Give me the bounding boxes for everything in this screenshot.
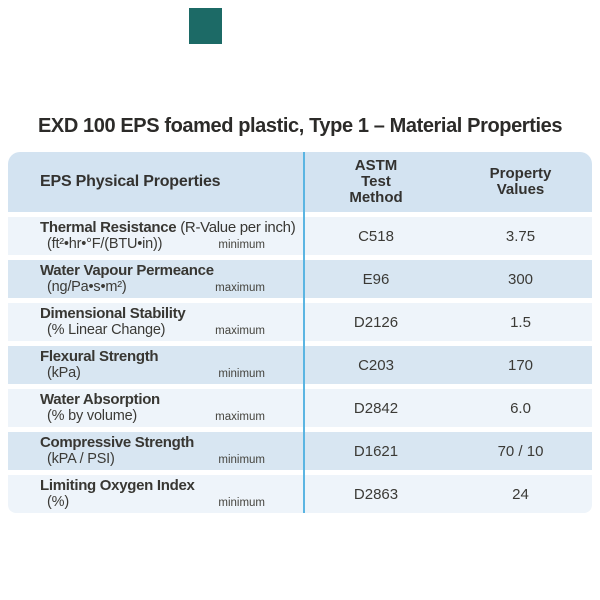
- header-line: Property: [489, 165, 552, 182]
- property-cell: Compressive Strength (kPA / PSI) minimum: [8, 432, 303, 470]
- qualifier-label: minimum: [218, 454, 265, 466]
- property-unit: (ft²•hr•°F/(BTU•in)): [47, 236, 163, 252]
- astm-method-cell: E96: [362, 270, 390, 288]
- page-title: EXD 100 EPS foamed plastic, Type 1 – Mat…: [37, 115, 563, 137]
- header-line: Method: [349, 189, 403, 206]
- property-value-cell: 24: [512, 485, 529, 503]
- property-value-cell: 6.0: [510, 399, 531, 417]
- astm-method-cell: D2842: [353, 399, 399, 417]
- property-cell: Limiting Oxygen Index (%) minimum: [8, 475, 303, 513]
- table-row: Water Vapour Permeance (ng/Pa•s•m²) maxi…: [8, 260, 592, 298]
- table-row: Flexural Strength (kPa) minimum C203 170: [8, 346, 592, 384]
- header-line: Values: [496, 181, 545, 198]
- property-name: Water Vapour Permeance: [40, 262, 214, 279]
- property-cell: Water Vapour Permeance (ng/Pa•s•m²) maxi…: [8, 260, 303, 298]
- header-line: ASTM: [354, 157, 398, 174]
- property-cell: Flexural Strength (kPa) minimum: [8, 346, 303, 384]
- property-cell: Thermal Resistance (R-Value per inch) (f…: [8, 217, 303, 255]
- property-unit: (%): [47, 494, 69, 510]
- qualifier-label: minimum: [218, 368, 265, 380]
- property-name-line: Dimensional Stability: [40, 305, 303, 322]
- astm-method-cell: D1621: [353, 442, 399, 460]
- property-cell: Water Absorption (% by volume) maximum: [8, 389, 303, 427]
- qualifier-label: maximum: [215, 325, 265, 337]
- property-unit: (kPA / PSI): [47, 451, 115, 467]
- property-cell: Dimensional Stability (% Linear Change) …: [8, 303, 303, 341]
- property-unit: (% Linear Change): [47, 322, 166, 338]
- astm-method-cell: C518: [358, 227, 394, 245]
- property-unit: (% by volume): [47, 408, 138, 424]
- property-name-suffix: (R-Value per inch): [176, 219, 296, 236]
- astm-method-cell: D2126: [353, 313, 399, 331]
- qualifier-label: maximum: [215, 411, 265, 423]
- material-properties-table: EPS Physical Properties ASTM Test Method…: [8, 152, 592, 513]
- property-value-cell: 300: [507, 270, 534, 288]
- property-name-line: Water Vapour Permeance: [40, 262, 303, 279]
- property-name: Water Absorption: [40, 391, 160, 408]
- property-name-line: Flexural Strength: [40, 348, 303, 365]
- property-name-line: Thermal Resistance (R-Value per inch): [40, 219, 303, 236]
- property-unit: (ng/Pa•s•m²): [47, 279, 127, 295]
- column-divider-line: [303, 152, 305, 513]
- header-astm-test-method: ASTM Test Method: [303, 152, 449, 212]
- table-header-row: EPS Physical Properties ASTM Test Method…: [8, 152, 592, 212]
- astm-method-cell: C203: [358, 356, 394, 374]
- property-name: Dimensional Stability: [40, 305, 186, 322]
- property-value-cell: 70 / 10: [497, 442, 544, 460]
- property-value-cell: 170: [507, 356, 534, 374]
- header-property-values: Property Values: [449, 152, 592, 212]
- property-name: Limiting Oxygen Index: [40, 477, 195, 494]
- property-name: Flexural Strength: [40, 348, 159, 365]
- header-line: Test: [361, 173, 391, 190]
- property-name-line: Compressive Strength: [40, 434, 303, 451]
- table-row: Limiting Oxygen Index (%) minimum D2863 …: [8, 475, 592, 513]
- qualifier-label: maximum: [215, 282, 265, 294]
- property-name: Thermal Resistance: [40, 219, 177, 236]
- property-value-cell: 3.75: [505, 227, 536, 245]
- teal-accent-square: [189, 8, 222, 44]
- property-name: Compressive Strength: [40, 434, 195, 451]
- qualifier-label: minimum: [218, 239, 265, 251]
- table-row: Dimensional Stability (% Linear Change) …: [8, 303, 592, 341]
- table-row: Thermal Resistance (R-Value per inch) (f…: [8, 217, 592, 255]
- property-unit: (kPa): [47, 365, 81, 381]
- astm-method-cell: D2863: [353, 485, 399, 503]
- table-row: Water Absorption (% by volume) maximum D…: [8, 389, 592, 427]
- qualifier-label: minimum: [218, 497, 265, 509]
- property-name-line: Water Absorption: [40, 391, 303, 408]
- property-name-line: Limiting Oxygen Index: [40, 477, 303, 494]
- property-value-cell: 1.5: [510, 313, 531, 331]
- table-row: Compressive Strength (kPA / PSI) minimum…: [8, 432, 592, 470]
- header-eps-physical-properties: EPS Physical Properties: [40, 173, 221, 190]
